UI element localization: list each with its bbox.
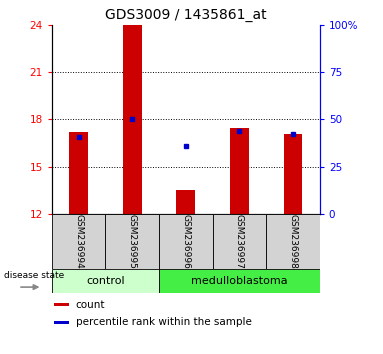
Text: disease state: disease state: [4, 271, 64, 280]
Bar: [177, 190, 195, 214]
Text: GSM236994: GSM236994: [74, 214, 83, 269]
Bar: [54, 321, 69, 324]
Text: GSM236997: GSM236997: [235, 214, 244, 269]
Title: GDS3009 / 1435861_at: GDS3009 / 1435861_at: [105, 8, 267, 22]
Bar: [123, 25, 142, 214]
Bar: [213, 214, 266, 269]
Bar: [230, 128, 249, 214]
Bar: [159, 269, 320, 293]
Text: medulloblastoma: medulloblastoma: [191, 276, 288, 286]
Text: percentile rank within the sample: percentile rank within the sample: [76, 318, 252, 327]
Bar: [283, 134, 303, 214]
Bar: [52, 214, 105, 269]
Bar: [159, 214, 213, 269]
Bar: [69, 132, 88, 214]
Text: control: control: [86, 276, 124, 286]
Text: GSM236998: GSM236998: [288, 214, 298, 269]
Text: GSM236995: GSM236995: [128, 214, 137, 269]
Bar: [105, 214, 159, 269]
Bar: [54, 303, 69, 306]
Text: GSM236996: GSM236996: [181, 214, 190, 269]
Bar: [266, 214, 320, 269]
Bar: [52, 269, 159, 293]
Text: count: count: [76, 299, 105, 309]
